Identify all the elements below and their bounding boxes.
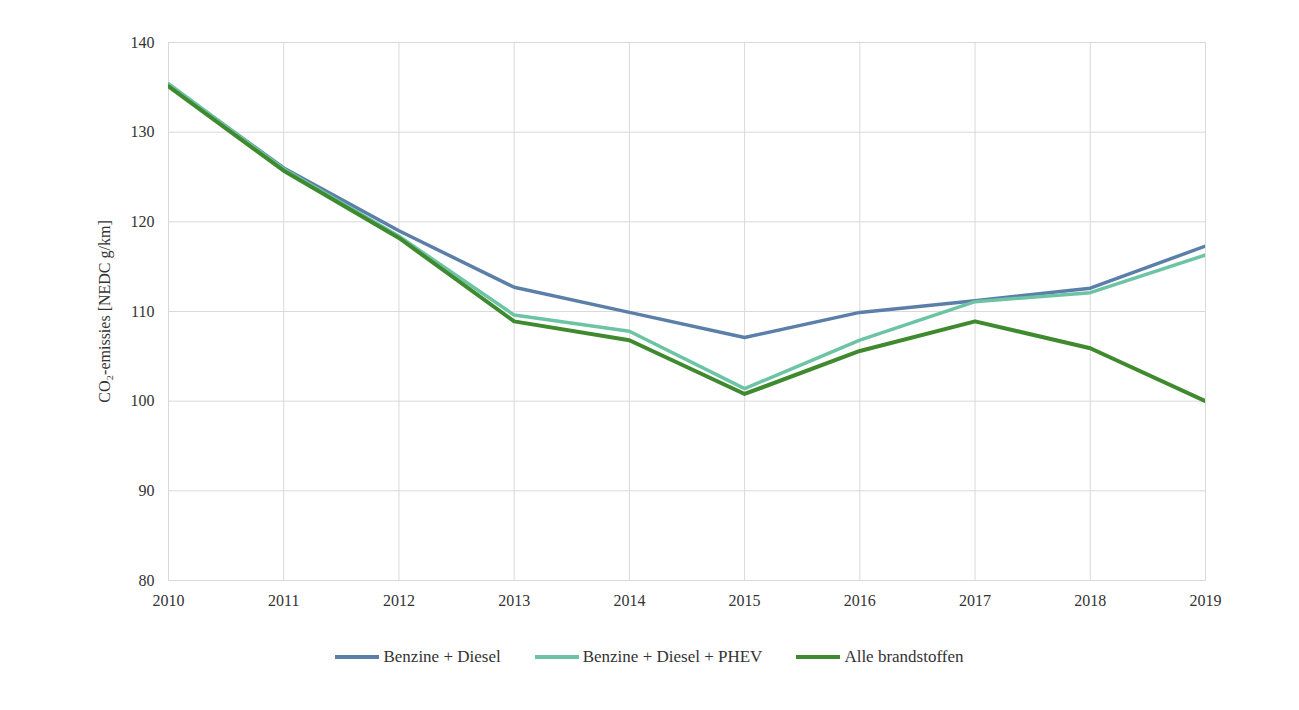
svg-text:90: 90 [139, 482, 155, 499]
svg-text:80: 80 [139, 572, 155, 589]
svg-text:2015: 2015 [729, 592, 761, 609]
svg-text:2010: 2010 [153, 592, 185, 609]
svg-text:100: 100 [131, 392, 155, 409]
svg-text:2017: 2017 [959, 592, 991, 609]
svg-text:CO₂-emissies [NEDC g/km]: CO₂-emissies [NEDC g/km] [96, 220, 114, 402]
svg-text:140: 140 [131, 34, 155, 51]
svg-text:2018: 2018 [1074, 592, 1106, 609]
svg-text:130: 130 [131, 123, 155, 140]
svg-text:2016: 2016 [844, 592, 876, 609]
html-text:Alle brandstoffen: Alle brandstoffen [844, 647, 964, 666]
svg-text:110: 110 [131, 303, 154, 320]
svg-text:2011: 2011 [268, 592, 299, 609]
svg-text:2013: 2013 [498, 592, 530, 609]
html-text:Benzine + Diesel: Benzine + Diesel [383, 647, 501, 666]
svg-text:120: 120 [131, 213, 155, 230]
svg-text:2014: 2014 [613, 592, 645, 609]
html-text:Benzine + Diesel + PHEV: Benzine + Diesel + PHEV [582, 647, 763, 666]
svg-text:2012: 2012 [383, 592, 415, 609]
svg-text:2019: 2019 [1190, 592, 1222, 609]
